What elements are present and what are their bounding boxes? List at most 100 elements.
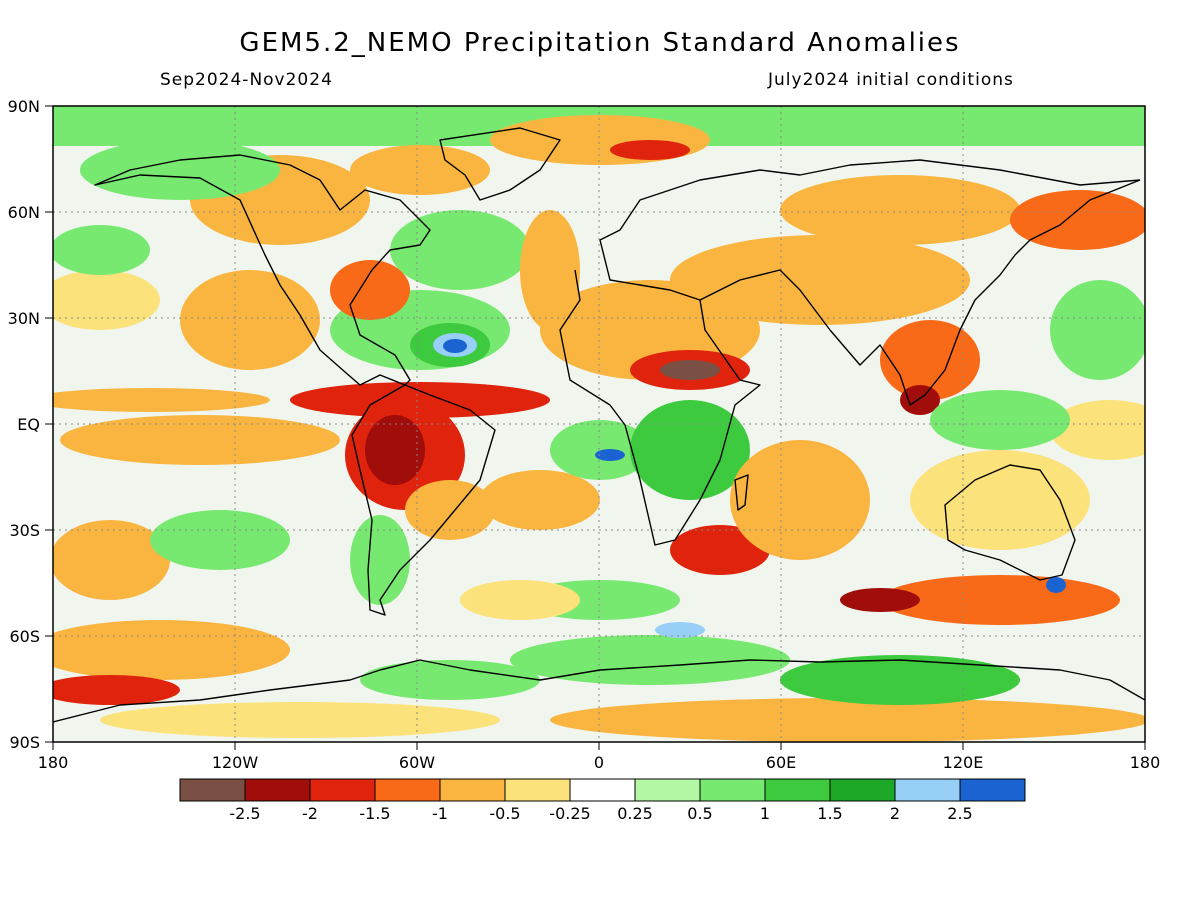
large-scale-patches xyxy=(53,106,1145,742)
patch xyxy=(780,655,1020,705)
asia-coastline xyxy=(699,179,1141,406)
colorbar-swatch xyxy=(959,778,1026,802)
lat-label: EQ xyxy=(17,415,40,434)
lon-label: 120W xyxy=(212,753,259,772)
patch xyxy=(655,622,705,638)
patch xyxy=(510,635,790,685)
lat-label: 60N xyxy=(8,203,40,222)
patch xyxy=(53,270,160,330)
lon-label: 180 xyxy=(1130,753,1161,772)
patch xyxy=(53,520,170,600)
patch xyxy=(360,660,540,700)
colorbar-label: -0.25 xyxy=(549,804,590,823)
initial-conditions: July2024 initial conditions xyxy=(768,70,1014,90)
patch xyxy=(595,449,625,461)
patch xyxy=(780,175,1020,245)
antarctica-coastline xyxy=(53,659,1145,723)
patch xyxy=(630,400,750,500)
africa-europe-coastline xyxy=(559,159,1141,546)
latitude-labels: 90N 60N 30N EQ 30S 60S 90S xyxy=(8,97,40,752)
colorbar-label: 2.5 xyxy=(947,804,972,823)
lat-label: 90S xyxy=(9,733,40,752)
colorbar-swatch xyxy=(179,778,246,802)
patch xyxy=(730,440,870,560)
patch xyxy=(930,390,1070,450)
patch xyxy=(53,388,270,412)
patch xyxy=(1050,280,1145,380)
colorbar-swatch xyxy=(764,778,831,802)
patch xyxy=(840,588,920,612)
colorbar-label: -2 xyxy=(302,804,318,823)
colorbar-swatch xyxy=(309,778,376,802)
patch xyxy=(880,320,980,400)
patch xyxy=(610,140,690,160)
coastlines xyxy=(53,127,1145,723)
patch xyxy=(550,698,1145,742)
colorbar-label: -1 xyxy=(432,804,448,823)
lon-label: 60E xyxy=(766,753,796,772)
patch xyxy=(460,580,580,620)
patch xyxy=(670,235,970,325)
patch xyxy=(53,675,180,705)
patch xyxy=(150,510,290,570)
patch xyxy=(670,525,770,575)
patch xyxy=(1050,400,1145,460)
patch xyxy=(443,339,467,353)
patch xyxy=(910,450,1090,550)
lon-label: 0 xyxy=(594,753,604,772)
lon-label: 60W xyxy=(399,753,435,772)
patch xyxy=(480,470,600,530)
patch xyxy=(350,515,410,605)
colorbar-swatch xyxy=(244,778,311,802)
axis-ticks xyxy=(45,105,1146,750)
colorbar-label: 0.25 xyxy=(617,804,653,823)
patch xyxy=(1010,190,1145,250)
lat-label: 60S xyxy=(9,627,40,646)
colorbar-label: -1.5 xyxy=(359,804,390,823)
colorbar: -2.5 -2 -1.5 -1 -0.5 -0.25 0.25 0.5 1 1.5 2 2.5 xyxy=(179,778,1026,823)
colorbar-swatch xyxy=(569,778,636,802)
patch xyxy=(100,702,500,738)
colorbar-swatch xyxy=(699,778,766,802)
lat-label: 90N xyxy=(8,97,40,116)
colorbar-swatch xyxy=(374,778,441,802)
patch xyxy=(550,420,650,480)
madagascar-coastline xyxy=(734,474,749,511)
colorbar-label: 1 xyxy=(760,804,770,823)
patch xyxy=(350,145,490,195)
patch xyxy=(405,480,495,540)
patch xyxy=(900,385,940,415)
lon-label: 180 xyxy=(38,753,69,772)
graticule xyxy=(53,106,1145,742)
lat-label: 30N xyxy=(8,309,40,328)
colorbar-swatch xyxy=(504,778,571,802)
patch xyxy=(390,210,530,290)
patch xyxy=(53,225,150,275)
longitude-labels: 180 120W 60W 0 60E 120E 180 xyxy=(38,753,1161,772)
patch xyxy=(60,415,340,465)
colorbar-label: 2 xyxy=(890,804,900,823)
anomaly-field xyxy=(53,106,1145,742)
colorbar-label: 1.5 xyxy=(817,804,842,823)
patch xyxy=(1046,577,1066,593)
patch xyxy=(290,382,550,418)
patch xyxy=(365,415,425,485)
north-america-coastline xyxy=(94,154,431,386)
colorbar-label: 0.5 xyxy=(687,804,712,823)
australia-coastline xyxy=(944,464,1076,581)
patch xyxy=(80,140,280,200)
forecast-period: Sep2024-Nov2024 xyxy=(160,70,333,90)
patch xyxy=(660,360,720,380)
patch xyxy=(180,270,320,370)
south-america-coastline xyxy=(351,384,496,616)
chart-title: GEM5.2_NEMO Precipitation Standard Anoma… xyxy=(239,28,961,58)
patch xyxy=(330,260,410,320)
colorbar-swatch xyxy=(634,778,701,802)
patch xyxy=(490,115,710,165)
patch xyxy=(53,620,290,680)
colorbar-swatch xyxy=(894,778,961,802)
colorbar-swatch xyxy=(439,778,506,802)
colorbar-label: -2.5 xyxy=(229,804,260,823)
lon-label: 120E xyxy=(943,753,984,772)
colorbar-label: -0.5 xyxy=(489,804,520,823)
